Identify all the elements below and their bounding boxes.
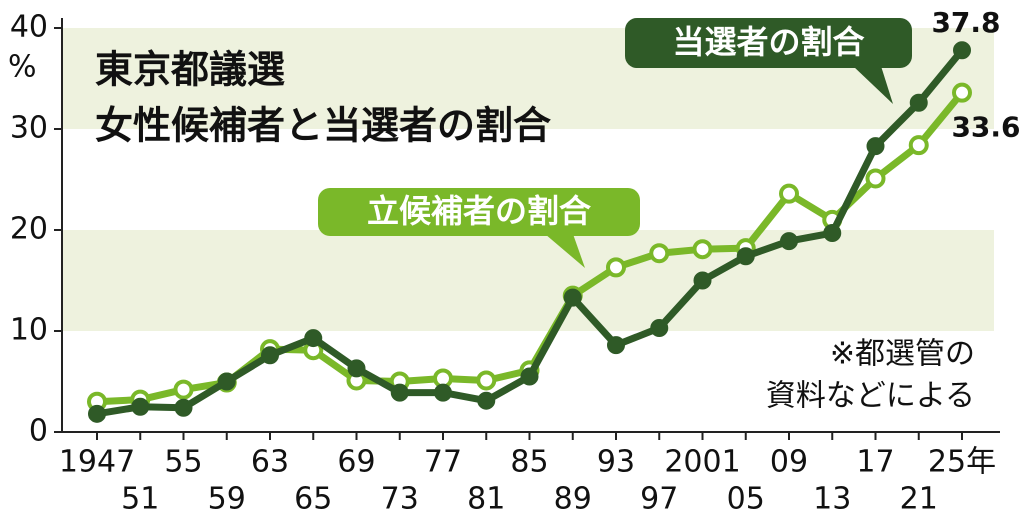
x-tick-label: 09: [770, 445, 808, 480]
x-tick-label: 97: [640, 482, 678, 517]
value-label: 37.8: [931, 6, 1000, 39]
point: [173, 379, 194, 400]
axes: 0102030401947515559636569737781858993972…: [10, 10, 1000, 517]
x-tick-label: 85: [510, 445, 548, 480]
point: [476, 370, 497, 391]
value-label: 33.6: [951, 111, 1020, 144]
callout-pointer: [545, 234, 585, 268]
point: [304, 329, 323, 348]
x-tick-label: 69: [337, 445, 375, 480]
y-tick-label: 10: [10, 313, 48, 348]
point: [606, 257, 626, 278]
point: [693, 271, 712, 290]
y-tick-label: 0: [29, 414, 48, 449]
point: [261, 346, 279, 365]
point: [477, 391, 496, 410]
point: [131, 397, 150, 416]
legend-box: [318, 188, 640, 236]
point: [908, 135, 929, 156]
point: [390, 383, 409, 402]
point: [865, 168, 886, 189]
point: [607, 336, 625, 355]
x-tick-label: 73: [381, 482, 419, 517]
legend-box: [625, 18, 912, 68]
y-tick-label: 30: [10, 111, 48, 146]
x-tick-label: 05: [727, 482, 765, 517]
point: [823, 224, 842, 243]
point: [780, 232, 798, 251]
legend-label: 当選者の割合: [672, 23, 864, 61]
point: [909, 93, 928, 112]
point: [692, 239, 713, 260]
point: [953, 41, 971, 60]
point: [347, 359, 366, 378]
note: 資料などによる: [766, 379, 975, 414]
point: [650, 318, 669, 337]
x-tick-label: 89: [554, 482, 592, 517]
x-tick-label: 55: [164, 445, 202, 480]
y-tick-label: 40: [10, 10, 48, 45]
point: [563, 288, 582, 307]
point: [520, 367, 539, 386]
point: [434, 383, 452, 402]
legend-label: 立候補者の割合: [367, 192, 591, 230]
chart-title: 女性候補者と当選者の割合: [95, 104, 551, 148]
band: [62, 230, 994, 331]
x-tick-label: 51: [121, 482, 159, 517]
point: [174, 398, 193, 417]
x-tick-label: 21: [900, 482, 938, 517]
x-tick-label: 1947: [59, 445, 135, 480]
point: [736, 247, 755, 266]
point: [88, 404, 106, 423]
point: [649, 243, 670, 264]
x-tick-label: 17: [856, 445, 894, 480]
x-tick-label: 81: [467, 482, 505, 517]
x-tick-label: 25年: [928, 445, 996, 480]
chart-title: 東京都議選: [95, 48, 285, 92]
note: ※都選管の: [830, 337, 975, 372]
point: [779, 183, 799, 204]
x-tick-label: 77: [424, 445, 462, 480]
unit-label: %: [8, 50, 37, 85]
x-tick-label: 65: [294, 482, 332, 517]
x-tick-label: 93: [597, 445, 635, 480]
x-tick-label: 2001: [664, 445, 740, 480]
x-tick-label: 59: [208, 482, 246, 517]
point: [866, 137, 885, 156]
x-tick-label: 13: [813, 482, 851, 517]
y-tick-label: 20: [10, 212, 48, 247]
point: [217, 372, 236, 391]
point: [952, 82, 972, 103]
callout-pointer: [853, 66, 893, 104]
x-tick-label: 63: [251, 445, 289, 480]
